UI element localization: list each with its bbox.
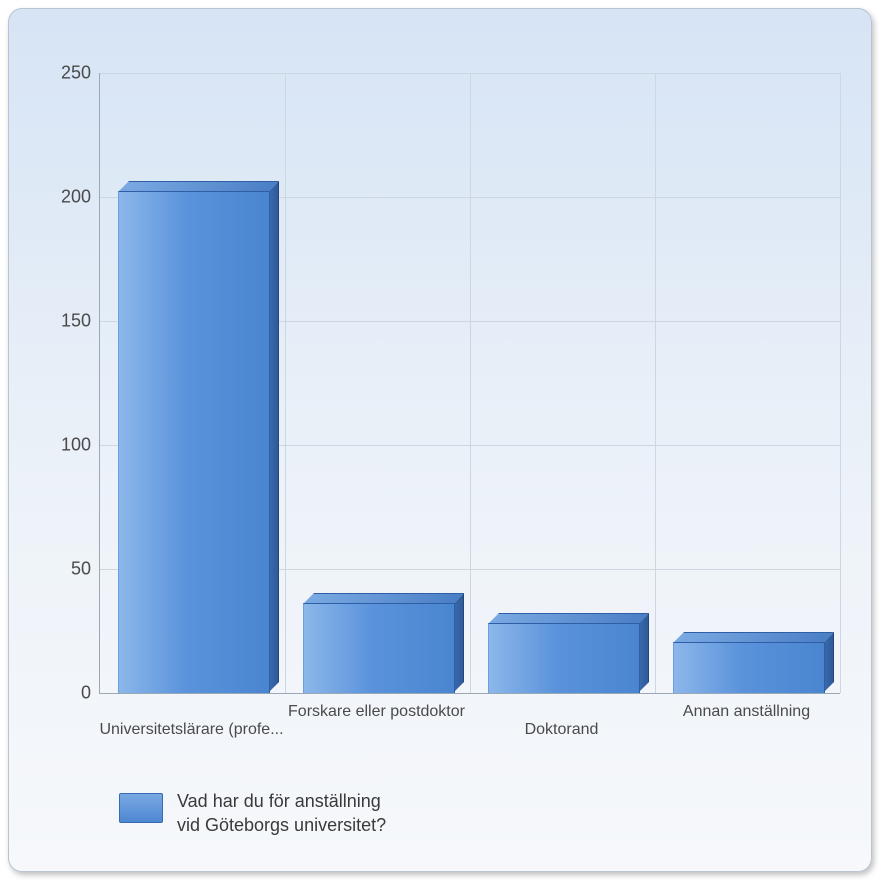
bar	[118, 192, 268, 693]
bar	[488, 624, 638, 693]
chart-card: Vad har du för anställning vid Göteborgs…	[8, 8, 872, 872]
y-tick-label: 50	[49, 559, 91, 580]
bar	[303, 604, 453, 693]
legend-swatch	[119, 793, 163, 823]
bar	[673, 643, 823, 693]
bar-front	[118, 191, 270, 693]
y-tick-label: 250	[49, 63, 91, 84]
gridline-vertical	[840, 73, 841, 693]
y-tick-label: 200	[49, 187, 91, 208]
x-tick-label: Doktorand	[525, 721, 599, 739]
gridline-vertical	[470, 73, 471, 693]
legend-text: Vad har du för anställning vid Göteborgs…	[177, 789, 386, 838]
x-tick-label: Universitetslärare (profe...	[99, 721, 283, 739]
gridline-vertical	[285, 73, 286, 693]
bar-front	[303, 603, 455, 693]
legend: Vad har du för anställning vid Göteborgs…	[119, 789, 386, 838]
x-tick-label: Forskare eller postdoktor	[288, 703, 465, 721]
plot-area	[99, 73, 840, 694]
y-tick-label: 150	[49, 311, 91, 332]
x-tick-label: Annan anställning	[683, 703, 810, 721]
y-tick-label: 100	[49, 435, 91, 456]
bar-front	[488, 623, 640, 693]
gridline-vertical	[655, 73, 656, 693]
bar-front	[673, 642, 825, 693]
y-tick-label: 0	[49, 683, 91, 704]
